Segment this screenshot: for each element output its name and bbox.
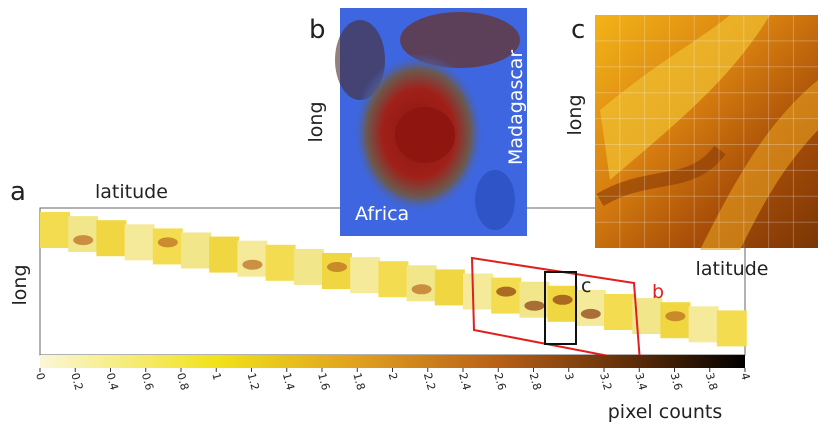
swath-tile	[406, 265, 437, 302]
tick-label: 3.8	[703, 371, 720, 391]
tick-label: 1.2	[245, 371, 262, 391]
swath-spot	[411, 284, 432, 295]
swath-spot	[242, 259, 263, 270]
tick-label: 1.4	[280, 371, 297, 391]
panel-label: c	[571, 15, 585, 45]
tick-label: 4	[738, 371, 752, 381]
tick-label: 2.2	[421, 371, 438, 391]
tick-label: 0.4	[104, 371, 121, 391]
swath-tile	[124, 224, 155, 261]
tick-label: 3	[562, 371, 576, 381]
swath-tile	[68, 216, 99, 253]
place-label: Madagascar	[505, 50, 527, 165]
swath-tile	[237, 240, 268, 277]
swath-tile	[209, 236, 240, 273]
tick-label: 2	[386, 371, 400, 381]
swath-tile	[688, 306, 719, 343]
place-label: Africa	[355, 203, 409, 225]
swath-spot	[552, 294, 573, 305]
swath-tile	[434, 269, 465, 306]
swath-tile	[265, 244, 296, 281]
colorbar-title: pixel counts	[608, 401, 723, 423]
tick-label: 2.4	[456, 371, 473, 391]
swath-spot	[73, 235, 94, 246]
swath-spot	[327, 262, 347, 272]
tick-label: 0.2	[68, 371, 85, 391]
box-c	[544, 271, 577, 345]
tick-label: 0	[33, 371, 47, 381]
x-label: latitude	[696, 258, 769, 280]
tick-label: 2.8	[527, 371, 544, 391]
tick-label: 3.2	[597, 371, 614, 391]
swath-tile	[40, 212, 70, 248]
tick-label: 0.6	[139, 371, 156, 391]
swath-spot	[524, 300, 545, 311]
x-label: latitude	[95, 181, 168, 203]
y-label: long	[9, 264, 31, 305]
swath-spot	[496, 286, 517, 297]
swath-spot	[580, 308, 601, 319]
y-label: long	[564, 94, 586, 135]
swath-tile	[350, 257, 381, 294]
box-b-label: b	[652, 281, 664, 303]
swath-tile	[604, 294, 634, 330]
swath-tile	[181, 232, 211, 269]
swath-tile	[575, 289, 606, 326]
swath-spot	[665, 311, 686, 322]
tick-label: 1.8	[350, 371, 367, 391]
colorbar-ticks: 0 0.2 0.4 0.6 0.8 1 1.2 1.4 1.6 1.8 2 2.2 2.4 2.6 2.8 3…	[33, 368, 752, 392]
y-label: long	[305, 101, 327, 142]
tick-label: 3.6	[668, 371, 685, 391]
tick-label: 0.8	[174, 371, 191, 391]
swath-tile	[378, 261, 409, 298]
tick-label: 1.6	[315, 371, 332, 391]
tick-label: 2.6	[491, 371, 508, 391]
panel-label: a	[10, 177, 26, 207]
colorbar	[40, 355, 745, 368]
swath-tile	[96, 220, 127, 257]
box-c-label: c	[581, 275, 591, 297]
swath-tile	[463, 273, 493, 310]
swath-tile	[293, 248, 324, 285]
swath	[40, 212, 747, 347]
tick-label: 3.4	[632, 371, 649, 391]
panel-label: b	[309, 15, 326, 45]
tick-label: 1	[209, 371, 223, 381]
swath-spot	[157, 237, 178, 248]
swath-tile	[716, 310, 747, 347]
